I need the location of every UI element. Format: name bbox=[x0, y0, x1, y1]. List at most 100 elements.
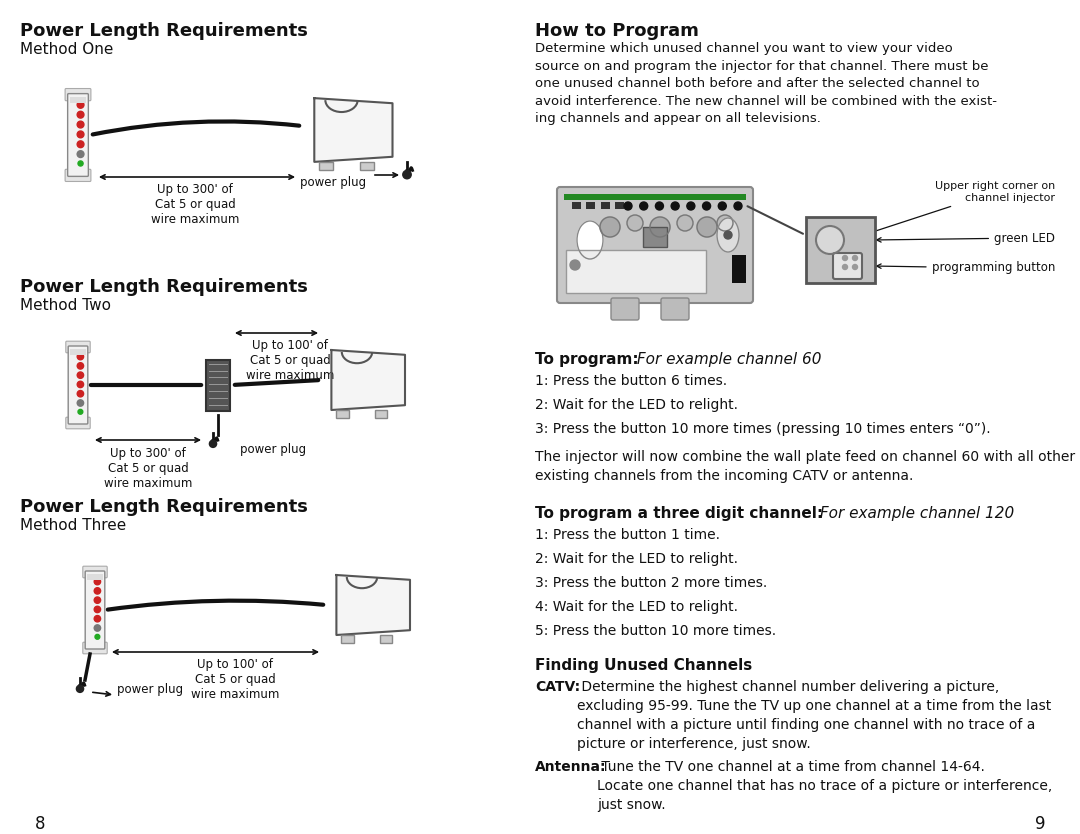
Circle shape bbox=[842, 255, 848, 260]
Bar bbox=[320, 162, 333, 170]
Circle shape bbox=[77, 372, 83, 379]
Bar bbox=[336, 410, 349, 418]
Circle shape bbox=[627, 215, 643, 231]
FancyBboxPatch shape bbox=[68, 93, 89, 176]
Text: 2: Wait for the LED to relight.: 2: Wait for the LED to relight. bbox=[535, 552, 738, 566]
Circle shape bbox=[95, 635, 99, 639]
Text: Finding Unused Channels: Finding Unused Channels bbox=[535, 658, 753, 673]
FancyBboxPatch shape bbox=[557, 187, 753, 303]
Circle shape bbox=[77, 354, 83, 359]
Bar bbox=[600, 202, 610, 209]
Text: 3: Press the button 10 more times (pressing 10 times enters “0”).: 3: Press the button 10 more times (press… bbox=[535, 422, 990, 436]
Circle shape bbox=[77, 363, 83, 369]
Text: Up to 100' of
Cat 5 or quad
wire maximum: Up to 100' of Cat 5 or quad wire maximum bbox=[246, 339, 334, 382]
Circle shape bbox=[624, 202, 632, 210]
FancyBboxPatch shape bbox=[83, 642, 107, 654]
Text: Up to 100' of
Cat 5 or quad
wire maximum: Up to 100' of Cat 5 or quad wire maximum bbox=[191, 658, 280, 701]
Text: For example channel 60: For example channel 60 bbox=[632, 352, 822, 367]
Text: 3: Press the button 2 more times.: 3: Press the button 2 more times. bbox=[535, 576, 767, 590]
Text: programming button: programming button bbox=[877, 262, 1055, 274]
FancyBboxPatch shape bbox=[65, 88, 91, 101]
Polygon shape bbox=[332, 350, 405, 410]
Text: Upper right corner on
channel injector: Upper right corner on channel injector bbox=[875, 181, 1055, 231]
Circle shape bbox=[94, 588, 100, 594]
FancyBboxPatch shape bbox=[566, 250, 706, 293]
Bar bbox=[70, 349, 85, 354]
Bar bbox=[69, 97, 86, 103]
Circle shape bbox=[77, 686, 83, 692]
FancyBboxPatch shape bbox=[85, 571, 105, 649]
Bar bbox=[615, 202, 624, 209]
FancyBboxPatch shape bbox=[65, 169, 91, 182]
Text: 1: Press the button 6 times.: 1: Press the button 6 times. bbox=[535, 374, 727, 388]
Circle shape bbox=[94, 606, 100, 613]
FancyBboxPatch shape bbox=[68, 346, 87, 424]
Circle shape bbox=[403, 170, 411, 178]
Text: Power Length Requirements: Power Length Requirements bbox=[21, 278, 308, 296]
Circle shape bbox=[703, 202, 711, 210]
Circle shape bbox=[650, 217, 670, 237]
Circle shape bbox=[77, 390, 83, 397]
Text: Method Two: Method Two bbox=[21, 298, 111, 313]
Text: Determine which unused channel you want to view your video
source on and program: Determine which unused channel you want … bbox=[535, 42, 997, 125]
Circle shape bbox=[77, 131, 84, 138]
Circle shape bbox=[639, 202, 648, 210]
FancyBboxPatch shape bbox=[806, 217, 875, 283]
Bar bbox=[572, 202, 581, 209]
Text: How to Program: How to Program bbox=[535, 22, 699, 40]
Circle shape bbox=[656, 202, 663, 210]
Text: The injector will now combine the wall plate feed on channel 60 with all other
e: The injector will now combine the wall p… bbox=[535, 450, 1075, 483]
Circle shape bbox=[816, 226, 843, 254]
Circle shape bbox=[77, 121, 84, 128]
Circle shape bbox=[77, 102, 84, 108]
Circle shape bbox=[677, 215, 693, 231]
Text: Method One: Method One bbox=[21, 42, 113, 57]
Circle shape bbox=[852, 264, 858, 269]
Circle shape bbox=[94, 625, 100, 631]
Circle shape bbox=[600, 217, 620, 237]
Ellipse shape bbox=[577, 221, 603, 259]
Polygon shape bbox=[336, 575, 410, 635]
Bar bbox=[361, 162, 374, 170]
FancyBboxPatch shape bbox=[611, 298, 639, 320]
Text: To program a three digit channel:: To program a three digit channel: bbox=[535, 506, 823, 521]
Circle shape bbox=[77, 111, 84, 118]
Circle shape bbox=[687, 202, 694, 210]
Circle shape bbox=[718, 202, 726, 210]
Text: Determine the highest channel number delivering a picture,
excluding 95-99. Tune: Determine the highest channel number del… bbox=[577, 680, 1051, 751]
Circle shape bbox=[697, 217, 717, 237]
Text: 8: 8 bbox=[35, 815, 45, 833]
Text: power plug: power plug bbox=[300, 175, 366, 188]
Text: Up to 300' of
Cat 5 or quad
wire maximum: Up to 300' of Cat 5 or quad wire maximum bbox=[104, 447, 192, 490]
Bar bbox=[341, 635, 354, 643]
Text: Tune the TV one channel at a time from channel 14-64.
Locate one channel that ha: Tune the TV one channel at a time from c… bbox=[597, 760, 1052, 812]
Circle shape bbox=[734, 202, 742, 210]
Text: 4: Wait for the LED to relight.: 4: Wait for the LED to relight. bbox=[535, 600, 738, 614]
Bar bbox=[732, 255, 746, 283]
Text: 2: Wait for the LED to relight.: 2: Wait for the LED to relight. bbox=[535, 398, 738, 412]
Circle shape bbox=[77, 381, 83, 388]
Bar bbox=[586, 202, 595, 209]
FancyBboxPatch shape bbox=[661, 298, 689, 320]
Bar bbox=[206, 359, 230, 410]
Circle shape bbox=[724, 231, 732, 239]
Circle shape bbox=[77, 151, 84, 158]
Text: 9: 9 bbox=[1035, 815, 1045, 833]
Text: For example channel 120: For example channel 120 bbox=[815, 506, 1014, 521]
Text: 1: Press the button 1 time.: 1: Press the button 1 time. bbox=[535, 528, 720, 542]
Text: green LED: green LED bbox=[877, 232, 1055, 244]
Bar bbox=[379, 635, 392, 643]
Circle shape bbox=[94, 615, 100, 622]
Text: Method Three: Method Three bbox=[21, 518, 126, 533]
Bar bbox=[87, 574, 103, 580]
Text: Up to 300' of
Cat 5 or quad
wire maximum: Up to 300' of Cat 5 or quad wire maximum bbox=[151, 183, 239, 226]
Circle shape bbox=[852, 255, 858, 260]
Text: 5: Press the button 10 more times.: 5: Press the button 10 more times. bbox=[535, 624, 777, 638]
Text: Antenna:: Antenna: bbox=[535, 760, 607, 774]
Text: Power Length Requirements: Power Length Requirements bbox=[21, 22, 308, 40]
Text: Power Length Requirements: Power Length Requirements bbox=[21, 498, 308, 516]
Ellipse shape bbox=[717, 218, 739, 252]
Text: CATV:: CATV: bbox=[535, 680, 580, 694]
FancyBboxPatch shape bbox=[833, 253, 862, 279]
Circle shape bbox=[77, 399, 83, 406]
